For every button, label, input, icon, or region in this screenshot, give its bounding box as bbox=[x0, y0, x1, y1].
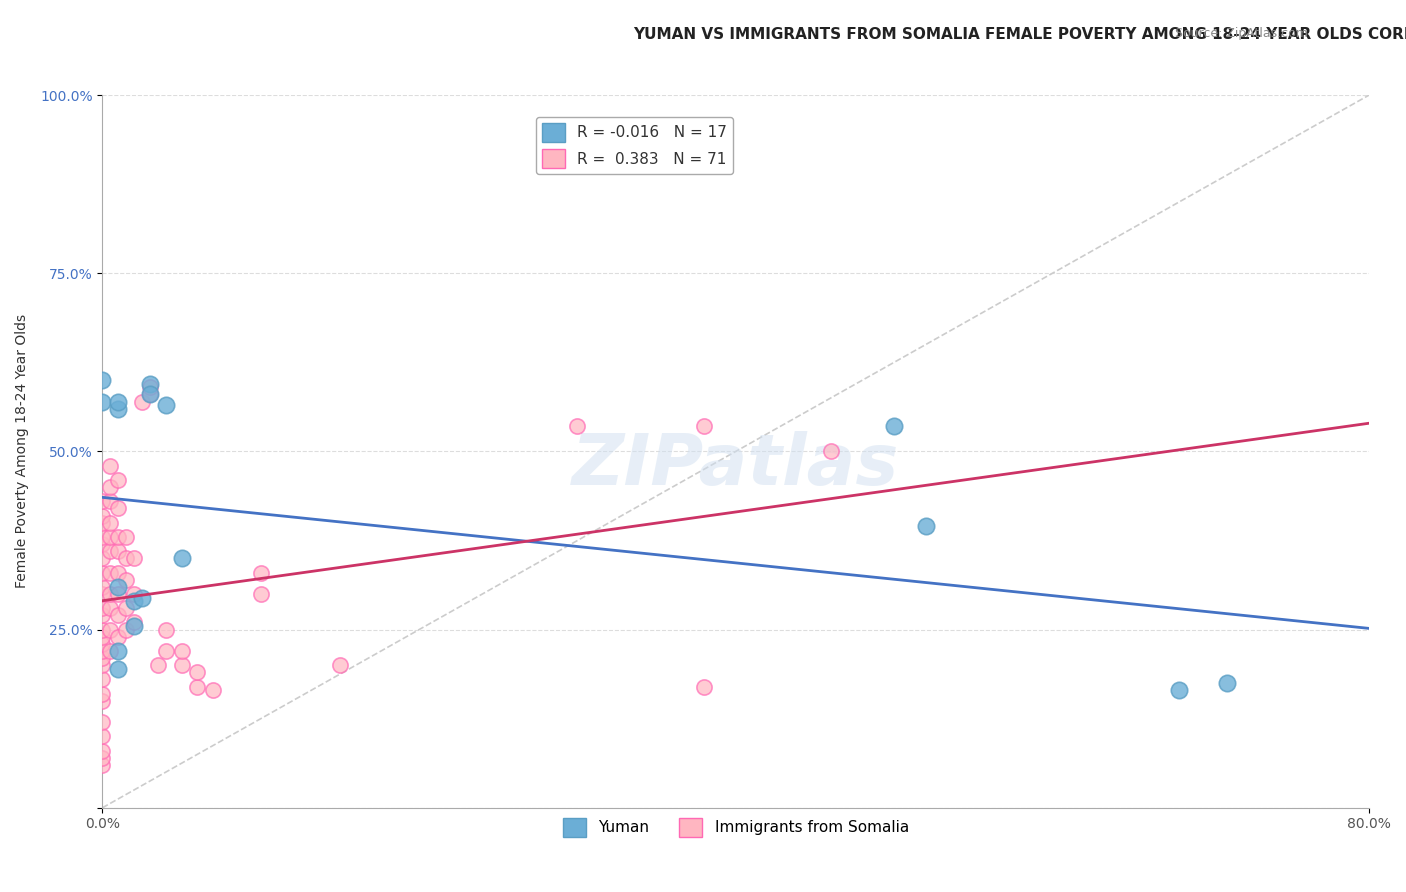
Point bbox=[1168, 683, 1191, 698]
Point bbox=[91, 694, 114, 708]
Point bbox=[115, 573, 138, 587]
Point bbox=[202, 683, 225, 698]
Point bbox=[100, 544, 122, 558]
Y-axis label: Female Poverty Among 18-24 Year Olds: Female Poverty Among 18-24 Year Olds bbox=[15, 314, 30, 589]
Point bbox=[107, 544, 129, 558]
Point bbox=[249, 587, 271, 601]
Point bbox=[91, 730, 114, 744]
Point bbox=[91, 373, 114, 387]
Point bbox=[131, 394, 153, 409]
Point bbox=[693, 419, 716, 434]
Point bbox=[100, 587, 122, 601]
Point bbox=[107, 401, 129, 416]
Point bbox=[91, 580, 114, 594]
Text: YUMAN VS IMMIGRANTS FROM SOMALIA FEMALE POVERTY AMONG 18-24 YEAR OLDS CORRELATIO: YUMAN VS IMMIGRANTS FROM SOMALIA FEMALE … bbox=[633, 27, 1406, 42]
Point bbox=[170, 551, 193, 566]
Point bbox=[91, 601, 114, 615]
Point bbox=[91, 744, 114, 758]
Point bbox=[139, 387, 162, 401]
Point bbox=[107, 473, 129, 487]
Point bbox=[91, 715, 114, 730]
Point bbox=[91, 551, 114, 566]
Text: Source: ZipAtlas.com: Source: ZipAtlas.com bbox=[1174, 27, 1308, 40]
Point bbox=[249, 566, 271, 580]
Point bbox=[115, 551, 138, 566]
Point bbox=[100, 623, 122, 637]
Point bbox=[107, 530, 129, 544]
Point bbox=[122, 619, 145, 633]
Point bbox=[91, 623, 114, 637]
Point bbox=[100, 644, 122, 658]
Point bbox=[155, 398, 177, 412]
Point bbox=[91, 758, 114, 772]
Point bbox=[107, 630, 129, 644]
Point bbox=[91, 658, 114, 673]
Point bbox=[100, 516, 122, 530]
Point bbox=[91, 508, 114, 523]
Point bbox=[170, 658, 193, 673]
Point bbox=[100, 601, 122, 615]
Point bbox=[107, 662, 129, 676]
Point bbox=[100, 566, 122, 580]
Point bbox=[122, 615, 145, 630]
Point bbox=[91, 587, 114, 601]
Point bbox=[91, 651, 114, 665]
Legend: Yuman, Immigrants from Somalia: Yuman, Immigrants from Somalia bbox=[557, 812, 915, 843]
Point bbox=[1215, 676, 1237, 690]
Point bbox=[155, 623, 177, 637]
Point bbox=[91, 566, 114, 580]
Point bbox=[115, 623, 138, 637]
Point bbox=[107, 587, 129, 601]
Point bbox=[91, 516, 114, 530]
Point bbox=[155, 644, 177, 658]
Point bbox=[91, 608, 114, 623]
Point bbox=[170, 644, 193, 658]
Point bbox=[693, 680, 716, 694]
Text: ZIPatlas: ZIPatlas bbox=[572, 431, 900, 500]
Point bbox=[883, 419, 905, 434]
Point bbox=[91, 637, 114, 651]
Point bbox=[186, 665, 208, 680]
Point bbox=[107, 608, 129, 623]
Point bbox=[91, 537, 114, 551]
Point bbox=[91, 644, 114, 658]
Point bbox=[91, 673, 114, 687]
Point bbox=[100, 494, 122, 508]
Point bbox=[139, 380, 162, 394]
Point bbox=[122, 594, 145, 608]
Point bbox=[567, 419, 589, 434]
Point bbox=[107, 644, 129, 658]
Point bbox=[131, 591, 153, 605]
Point bbox=[100, 480, 122, 494]
Point bbox=[100, 458, 122, 473]
Point bbox=[139, 376, 162, 391]
Point bbox=[122, 587, 145, 601]
Point bbox=[100, 530, 122, 544]
Point bbox=[91, 494, 114, 508]
Point bbox=[107, 580, 129, 594]
Point bbox=[914, 519, 936, 533]
Point bbox=[91, 530, 114, 544]
Point bbox=[115, 530, 138, 544]
Point bbox=[91, 394, 114, 409]
Point bbox=[107, 501, 129, 516]
Point bbox=[820, 444, 842, 458]
Point bbox=[107, 394, 129, 409]
Point bbox=[146, 658, 169, 673]
Point bbox=[139, 387, 162, 401]
Point bbox=[91, 630, 114, 644]
Point bbox=[115, 601, 138, 615]
Point bbox=[329, 658, 352, 673]
Point bbox=[91, 751, 114, 765]
Point bbox=[107, 566, 129, 580]
Point bbox=[122, 551, 145, 566]
Point bbox=[91, 687, 114, 701]
Point bbox=[186, 680, 208, 694]
